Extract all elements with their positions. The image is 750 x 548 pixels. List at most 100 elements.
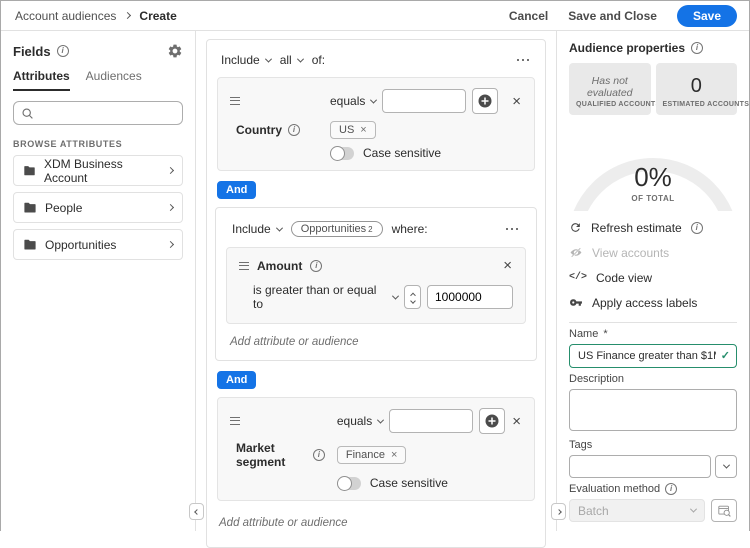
info-icon[interactable]: i <box>665 483 678 495</box>
percent-gauge: 0% OF TOTAL <box>569 155 737 211</box>
tags-label: Tags <box>569 439 593 451</box>
stepper-down-icon[interactable] <box>409 297 416 304</box>
drag-handle-icon[interactable] <box>230 417 240 425</box>
chevron-right-icon <box>166 240 175 249</box>
valid-check-icon: ✓ <box>720 350 730 362</box>
tags-dropdown-button[interactable] <box>715 455 737 478</box>
remove-condition-icon[interactable]: × <box>503 257 512 274</box>
tags-input[interactable] <box>569 455 711 478</box>
case-sensitive-label: Case sensitive <box>363 146 442 160</box>
value-input[interactable] <box>389 409 474 433</box>
info-icon[interactable]: i <box>312 449 325 461</box>
include-exclude-select[interactable]: Include <box>221 53 272 67</box>
search-input[interactable] <box>39 106 175 120</box>
tab-audiences[interactable]: Audiences <box>85 69 142 83</box>
search-box[interactable] <box>13 101 183 125</box>
operator-select[interactable]: is greater than or equal to <box>253 283 400 311</box>
plus-circle-icon <box>478 94 492 108</box>
add-attribute-dropzone[interactable]: Add attribute or audience <box>219 517 348 529</box>
case-sensitive-toggle[interactable] <box>330 145 354 161</box>
fields-panel: Fields i Attributes Audiences BROWSE ATT… <box>1 31 196 531</box>
operator-label: equals <box>336 414 373 428</box>
add-value-button[interactable] <box>479 408 506 434</box>
cancel-button[interactable]: Cancel <box>508 8 549 23</box>
and-badge[interactable]: And <box>217 371 257 389</box>
entity-label: Opportunities <box>300 223 367 235</box>
sidebar-item-opportunities[interactable]: Opportunities <box>13 229 183 260</box>
action-label: View accounts <box>592 245 670 260</box>
include-exclude-select[interactable]: Include <box>232 222 283 236</box>
drag-handle-icon[interactable] <box>239 261 249 270</box>
rule-builder-canvas: Include all of: equals <box>196 31 556 548</box>
entity-pill[interactable]: Opportunities 2 <box>290 221 383 237</box>
save-and-close-button[interactable]: Save and Close <box>568 8 657 23</box>
remove-condition-icon[interactable]: × <box>512 412 521 430</box>
chevron-down-icon <box>377 416 385 424</box>
gear-icon[interactable] <box>167 43 183 59</box>
where-label: where: <box>391 222 428 236</box>
include-label: Include <box>221 53 260 67</box>
name-input[interactable] <box>569 344 737 368</box>
folder-label: People <box>45 200 83 215</box>
refresh-estimate-button[interactable]: Refresh estimate i <box>569 215 737 240</box>
sidebar-item-people[interactable]: People <box>13 192 183 223</box>
info-icon[interactable]: i <box>691 42 704 54</box>
collapse-right-panel-button[interactable] <box>551 503 566 520</box>
of-label: of: <box>311 53 326 67</box>
folder-label: XDM Business Account <box>44 156 123 185</box>
drag-handle-icon[interactable] <box>230 97 240 105</box>
breadcrumb-current: Create <box>139 8 177 23</box>
all-any-select[interactable]: all <box>280 53 304 67</box>
condition-country: equals × Country i <box>217 77 535 171</box>
add-attribute-dropzone[interactable]: Add attribute or audience <box>230 336 359 348</box>
chip-label: US <box>339 124 355 136</box>
description-input[interactable] <box>569 389 737 431</box>
more-icon[interactable] <box>504 226 521 233</box>
breadcrumb-parent[interactable]: Account audiences <box>15 8 117 23</box>
info-icon[interactable]: i <box>690 221 703 234</box>
breadcrumb-separator-icon <box>124 11 132 20</box>
chevron-down-icon <box>689 505 698 513</box>
required-asterisk: * <box>603 328 608 340</box>
sidebar-item-xdm-business-account[interactable]: XDM Business Account <box>13 155 183 186</box>
audience-properties-title: Audience properties <box>569 41 686 55</box>
browse-attributes-header: BROWSE ATTRIBUTES <box>13 139 123 149</box>
chip-label: Finance <box>345 449 385 461</box>
action-label: Code view <box>596 270 653 285</box>
more-icon[interactable] <box>515 57 532 64</box>
chip-remove-icon[interactable]: × <box>360 124 367 136</box>
collapse-left-panel-button[interactable] <box>189 503 204 520</box>
topbar-actions: Cancel Save and Close Save <box>508 4 737 27</box>
operator-select[interactable]: equals <box>330 94 378 108</box>
folder-label: Opportunities <box>45 237 117 252</box>
add-value-button[interactable] <box>472 88 499 114</box>
top-bar: Account audiences Create Cancel Save and… <box>1 1 749 31</box>
evaluation-preview-button[interactable] <box>711 499 737 522</box>
gauge-percent: 0% <box>634 162 672 192</box>
value-input[interactable] <box>382 89 467 113</box>
info-icon[interactable]: i <box>288 124 300 136</box>
preview-table-icon <box>717 505 731 517</box>
amount-value-input[interactable] <box>427 285 513 309</box>
save-button[interactable]: Save <box>676 4 737 27</box>
and-badge[interactable]: And <box>217 181 257 199</box>
number-stepper[interactable] <box>404 285 421 309</box>
info-icon[interactable]: i <box>310 259 323 272</box>
code-view-button[interactable]: </> Code view <box>569 265 737 290</box>
tab-attributes[interactable]: Attributes <box>13 69 70 91</box>
remove-condition-icon[interactable]: × <box>512 92 521 110</box>
qualified-accounts-caption: QUALIFIED ACCOUNTS <box>576 100 661 108</box>
operator-select[interactable]: equals <box>336 414 385 428</box>
operator-label: is greater than or equal to <box>253 283 377 311</box>
case-sensitive-toggle[interactable] <box>336 475 361 491</box>
chevron-down-icon <box>264 55 272 63</box>
value-chip: Finance × <box>336 446 407 464</box>
attribute-name: Market segment <box>236 441 286 469</box>
apply-access-labels-button[interactable]: Apply access labels <box>569 290 737 315</box>
fields-info-icon[interactable]: i <box>56 45 69 57</box>
key-icon <box>570 299 582 306</box>
qualified-accounts-card: Has not evaluated QUALIFIED ACCOUNTS i <box>569 63 675 115</box>
search-icon <box>22 107 33 119</box>
chip-remove-icon[interactable]: × <box>391 449 398 461</box>
name-label: Name <box>569 328 599 340</box>
